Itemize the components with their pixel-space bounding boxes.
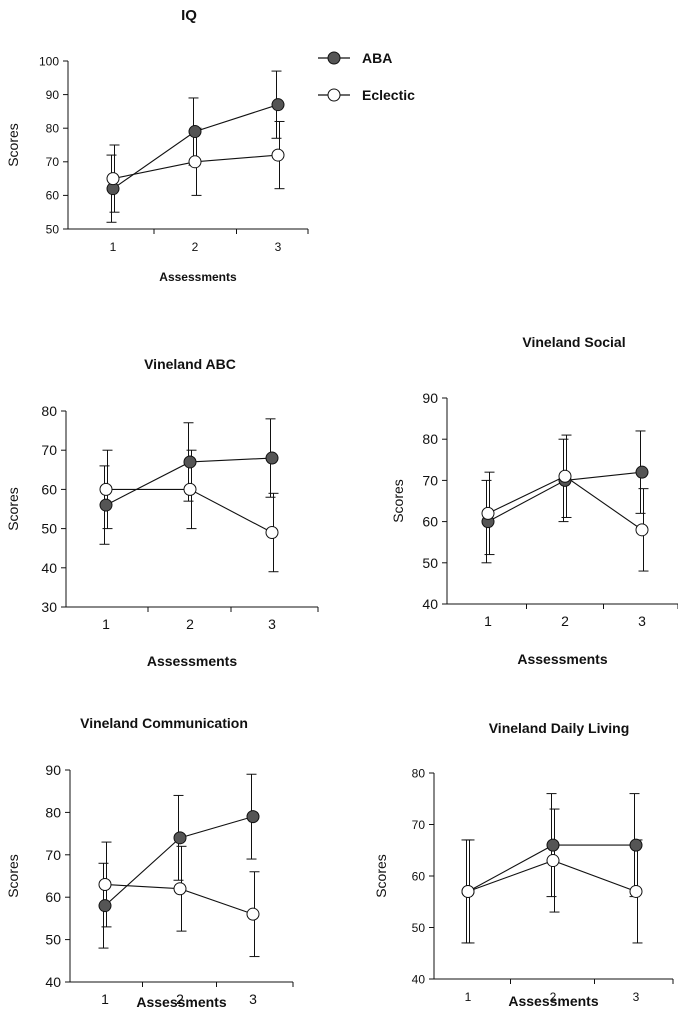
- y-axis-label: Scores: [5, 854, 21, 898]
- data-point-eclectic: [98, 877, 112, 891]
- y-tick-label: 60: [422, 514, 438, 530]
- data-point-eclectic: [246, 907, 260, 921]
- y-tick-label: 50: [46, 222, 60, 236]
- data-point-aba: [265, 451, 279, 465]
- chart-title: Vineland Communication: [80, 715, 248, 731]
- x-tick-label: 1: [110, 240, 117, 254]
- data-point-eclectic: [106, 172, 120, 186]
- y-tick-label: 70: [412, 818, 426, 832]
- x-axis-label: Assessments: [136, 994, 226, 1010]
- chart-title: Vineland ABC: [144, 356, 236, 372]
- x-axis-label: Assessments: [159, 270, 237, 284]
- x-tick-label: 3: [275, 240, 282, 254]
- y-tick-label: 40: [412, 972, 426, 986]
- y-axis-label: Scores: [5, 487, 21, 531]
- data-point-aba: [188, 125, 202, 139]
- data-point-eclectic: [461, 884, 475, 898]
- data-point-eclectic: [99, 482, 113, 496]
- y-tick-label: 80: [412, 766, 426, 780]
- chart-iq: IQ 50 60 70 80 90 100 1 2 3 Assessments Scores: [5, 7, 309, 284]
- legend-label-eclectic: Eclectic: [362, 87, 415, 103]
- data-point-aba: [183, 455, 197, 469]
- data-point-eclectic: [183, 482, 197, 496]
- legend-item-eclectic: Eclectic: [318, 87, 415, 103]
- data-point-aba: [98, 899, 112, 913]
- y-tick-label: 60: [46, 189, 60, 203]
- data-point-eclectic: [265, 526, 279, 540]
- y-tick-label: 60: [412, 869, 426, 883]
- y-tick-label: 70: [41, 442, 57, 458]
- legend-marker-eclectic: [327, 88, 341, 102]
- chart-vineland-communication: Vineland Communication 40 50 60 70 80 90 1 2 3 Ass…: [5, 715, 294, 1010]
- legend-item-aba: ABA: [318, 50, 392, 66]
- chart-title: Vineland Daily Living: [489, 720, 630, 736]
- legend: ABA Eclectic: [318, 50, 415, 103]
- y-tick-label: 100: [39, 54, 59, 68]
- data-point-eclectic: [271, 148, 285, 162]
- y-tick-label: 80: [45, 804, 61, 820]
- x-tick-label: 2: [186, 616, 194, 632]
- data-point-eclectic: [188, 155, 202, 169]
- y-tick-label: 40: [422, 596, 438, 612]
- data-point-eclectic: [635, 523, 649, 537]
- y-tick-label: 80: [41, 403, 57, 419]
- chart-title: IQ: [181, 7, 197, 24]
- y-tick-label: 90: [422, 390, 438, 406]
- x-tick-label: 3: [249, 991, 257, 1007]
- y-tick-label: 40: [45, 974, 61, 990]
- y-tick-label: 40: [41, 560, 57, 576]
- chart-vineland-abc: Vineland ABC 30 40 50 60 70 80 1 2 3 Assessments Sc…: [5, 356, 319, 669]
- x-tick-label: 2: [192, 240, 199, 254]
- y-tick-label: 70: [45, 847, 61, 863]
- chart-vineland-daily-living: Vineland Daily Living 40 50 60 70 80 1 2 3 Assess…: [373, 720, 674, 1009]
- y-tick-label: 80: [46, 122, 60, 136]
- data-point-eclectic: [173, 882, 187, 896]
- data-point-aba: [173, 831, 187, 845]
- data-point-aba: [546, 838, 560, 852]
- x-tick-label: 3: [638, 613, 646, 629]
- x-tick-label: 1: [102, 616, 110, 632]
- data-point-eclectic: [558, 469, 572, 483]
- data-point-aba: [99, 498, 113, 512]
- x-tick-label: 1: [101, 991, 109, 1007]
- y-tick-label: 60: [41, 481, 57, 497]
- x-axis-label: Assessments: [508, 993, 598, 1009]
- data-point-aba: [246, 810, 260, 824]
- y-tick-label: 30: [41, 599, 57, 615]
- legend-marker-aba: [327, 51, 341, 65]
- data-point-eclectic: [546, 854, 560, 868]
- data-point-aba: [271, 98, 285, 112]
- y-tick-label: 90: [46, 88, 60, 102]
- y-axis-label: Scores: [5, 123, 21, 167]
- x-tick-label: 3: [633, 990, 640, 1004]
- x-tick-label: 3: [268, 616, 276, 632]
- legend-label-aba: ABA: [362, 50, 392, 66]
- y-tick-label: 70: [422, 472, 438, 488]
- data-point-aba: [629, 838, 643, 852]
- chart-vineland-social: Vineland Social 40 50 60 70 80 90 1 2 3 Assessment…: [390, 334, 678, 667]
- x-tick-label: 1: [465, 990, 472, 1004]
- data-point-aba: [635, 465, 649, 479]
- y-axis-label: Scores: [390, 479, 406, 523]
- x-tick-label: 2: [561, 613, 569, 629]
- data-point-eclectic: [629, 884, 643, 898]
- y-tick-label: 90: [45, 762, 61, 778]
- y-tick-label: 50: [45, 932, 61, 948]
- x-tick-label: 2: [176, 991, 184, 1007]
- x-axis-label: Assessments: [147, 653, 237, 669]
- y-tick-label: 60: [45, 889, 61, 905]
- y-tick-label: 50: [412, 921, 426, 935]
- y-tick-label: 80: [422, 431, 438, 447]
- x-axis-label: Assessments: [517, 651, 607, 667]
- data-point-eclectic: [481, 506, 495, 520]
- y-tick-label: 70: [46, 155, 60, 169]
- y-axis-label: Scores: [373, 854, 389, 898]
- y-tick-label: 50: [422, 555, 438, 571]
- x-tick-label: 1: [484, 613, 492, 629]
- x-tick-label: 2: [550, 990, 557, 1004]
- chart-title: Vineland Social: [522, 334, 625, 350]
- series-line-aba: [112, 104, 279, 190]
- y-tick-label: 50: [41, 521, 57, 537]
